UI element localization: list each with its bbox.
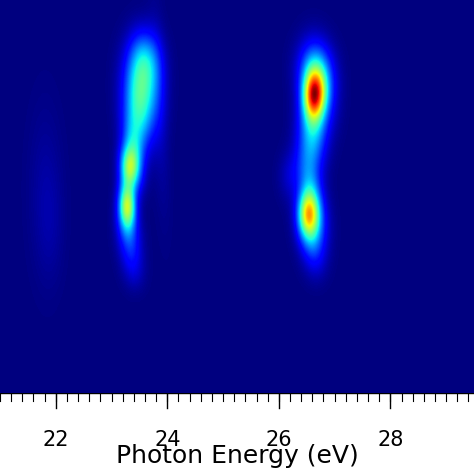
Text: 26: 26 [265, 429, 292, 450]
Text: Photon Energy (eV): Photon Energy (eV) [116, 444, 358, 467]
Text: 28: 28 [377, 429, 403, 450]
Text: 22: 22 [43, 429, 69, 450]
Text: 24: 24 [154, 429, 181, 450]
